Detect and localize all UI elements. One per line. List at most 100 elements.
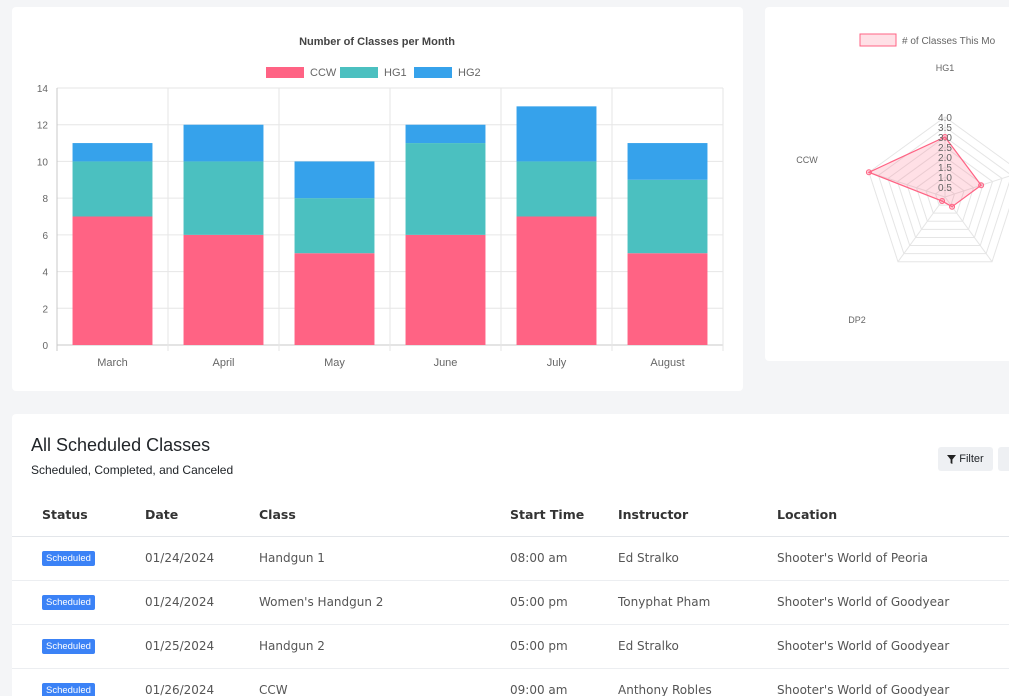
class-cell: CCW xyxy=(259,668,510,696)
bar-chart-grid xyxy=(56,87,724,351)
bar-ccw-may[interactable] xyxy=(294,253,375,345)
instructor-cell: Ed Stralko xyxy=(618,624,777,669)
radar-chart-legend[interactable]: # of Classes This Mo xyxy=(859,33,996,47)
y-tick-label: 6 xyxy=(42,231,48,242)
radar-spoke xyxy=(897,196,946,263)
bar-hg1-june[interactable] xyxy=(405,143,486,235)
radar-tick-label: 0.5 xyxy=(938,183,952,194)
y-tick-label: 12 xyxy=(37,121,49,132)
y-tick-label: 2 xyxy=(42,304,48,315)
radar-tick-label: 2.5 xyxy=(938,143,952,154)
header-date[interactable]: Date xyxy=(145,494,259,537)
table-row[interactable]: Scheduled 01/24/2024 Handgun 1 08:00 am … xyxy=(12,536,1009,581)
bar-ccw-august[interactable] xyxy=(627,253,708,345)
radar-spoke xyxy=(944,175,1009,198)
radar-legend-swatch xyxy=(859,33,897,47)
bar-chart-card: Number of Classes per Month CCW HG1 HG2 0 2… xyxy=(12,7,743,391)
start-time-cell: 08:00 am xyxy=(510,536,618,581)
header-instructor[interactable]: Instructor xyxy=(618,494,777,537)
date-cell: 01/24/2024 xyxy=(145,580,259,625)
section-subtitle: Scheduled, Completed, and Canceled xyxy=(31,463,234,477)
header-class[interactable]: Class xyxy=(259,494,510,537)
radar-grid-ring xyxy=(868,116,1009,263)
start-time-cell: 05:00 pm xyxy=(510,624,618,669)
legend-swatch-hg2 xyxy=(414,67,452,78)
start-time-cell: 05:00 pm xyxy=(510,580,618,625)
scheduled-classes-card: All Scheduled Classes Scheduled, Complet… xyxy=(12,414,1009,696)
x-tick-label: April xyxy=(212,357,234,369)
radar-chart-card: # of Classes This Mo 0.5 1.0 1.5 2.0 2.5 3.0 3… xyxy=(765,7,1009,361)
filter-button[interactable]: Filter xyxy=(938,447,993,471)
table-header-row: Status Date Class Start Time Instructor … xyxy=(12,494,1009,537)
table-row[interactable]: Scheduled 01/26/2024 CCW 09:00 am Anthon… xyxy=(12,668,1009,696)
bar-chart: Number of Classes per Month CCW HG1 HG2 0 2… xyxy=(37,36,724,369)
location-cell: Shooter's World of Goodyear xyxy=(777,624,1009,669)
date-cell: 01/25/2024 xyxy=(145,624,259,669)
bar-hg1-may[interactable] xyxy=(294,198,375,254)
header-location[interactable]: Location xyxy=(777,494,1009,537)
radar-tick-label: 3.0 xyxy=(938,133,952,144)
x-tick-label: March xyxy=(97,357,128,369)
radar-series-area[interactable] xyxy=(867,136,982,208)
radar-labels: 0.51.01.52.02.53.03.54.0 HG1 CCW DP2 xyxy=(796,63,954,325)
radar-axis-label-ccw: CCW xyxy=(796,155,818,165)
bar-hg2-march[interactable] xyxy=(72,143,153,162)
legend-label-hg1: HG1 xyxy=(384,67,407,79)
y-tick-label: 10 xyxy=(37,157,49,168)
bar-hg2-may[interactable] xyxy=(294,161,375,199)
more-button[interactable] xyxy=(998,447,1009,471)
bar-hg2-july[interactable] xyxy=(516,106,597,162)
status-badge: Scheduled xyxy=(42,639,95,654)
bar-hg2-april[interactable] xyxy=(183,124,264,162)
radar-chart: # of Classes This Mo 0.51.01.52.02.53.03… xyxy=(796,33,1009,325)
bar-ccw-june[interactable] xyxy=(405,234,486,345)
status-badge: Scheduled xyxy=(42,683,95,696)
bar-hg1-july[interactable] xyxy=(516,161,597,217)
bar-chart-legend[interactable]: CCW HG1 HG2 xyxy=(266,67,481,79)
radar-grid-ring xyxy=(915,166,975,222)
header-status[interactable]: Status xyxy=(12,494,145,537)
radar-spoke xyxy=(944,196,993,263)
bar-ccw-april[interactable] xyxy=(183,234,264,345)
bar-chart-bars[interactable] xyxy=(72,106,708,346)
filter-label: Filter xyxy=(959,453,984,465)
radar-point[interactable] xyxy=(865,169,872,176)
instructor-cell: Anthony Robles xyxy=(618,668,777,696)
x-tick-label: July xyxy=(547,357,567,369)
radar-grid-ring xyxy=(925,176,965,214)
radar-data[interactable] xyxy=(865,134,985,210)
instructor-cell: Tonyphat Pham xyxy=(618,580,777,625)
header-start-time[interactable]: Start Time xyxy=(510,494,618,537)
radar-tick-label: 1.5 xyxy=(938,163,952,174)
radar-tick-label: 1.0 xyxy=(938,173,952,184)
status-badge: Scheduled xyxy=(42,595,95,610)
legend-label-hg2: HG2 xyxy=(458,67,481,79)
radar-point[interactable] xyxy=(939,198,946,205)
radar-grid-ring xyxy=(877,126,1009,255)
classes-table: Status Date Class Start Time Instructor … xyxy=(12,494,1009,696)
bar-hg1-august[interactable] xyxy=(627,179,708,254)
class-cell: Handgun 2 xyxy=(259,624,510,669)
class-cell: Women's Handgun 2 xyxy=(259,580,510,625)
x-tick-label: May xyxy=(324,357,345,369)
radar-point[interactable] xyxy=(942,134,948,140)
radar-point[interactable] xyxy=(949,203,956,210)
y-tick-label: 0 xyxy=(42,341,48,352)
bar-ccw-july[interactable] xyxy=(516,216,597,346)
y-tick-label: 8 xyxy=(42,194,48,205)
bar-hg1-march[interactable] xyxy=(72,161,153,217)
bar-hg2-june[interactable] xyxy=(405,124,486,144)
bar-hg1-april[interactable] xyxy=(183,161,264,235)
x-tick-label: June xyxy=(434,357,458,369)
table-row[interactable]: Scheduled 01/25/2024 Handgun 2 05:00 pm … xyxy=(12,624,1009,669)
instructor-cell: Ed Stralko xyxy=(618,536,777,581)
date-cell: 01/24/2024 xyxy=(145,536,259,581)
radar-point[interactable] xyxy=(978,182,985,189)
table-row[interactable]: Scheduled 01/24/2024 Women's Handgun 2 0… xyxy=(12,580,1009,625)
radar-axis-label-dp2: DP2 xyxy=(848,315,866,325)
bar-ccw-march[interactable] xyxy=(72,216,153,346)
bar-hg2-august[interactable] xyxy=(627,143,708,180)
status-badge: Scheduled xyxy=(42,551,95,566)
section-title: All Scheduled Classes xyxy=(31,435,211,455)
radar-spoke xyxy=(868,171,946,198)
